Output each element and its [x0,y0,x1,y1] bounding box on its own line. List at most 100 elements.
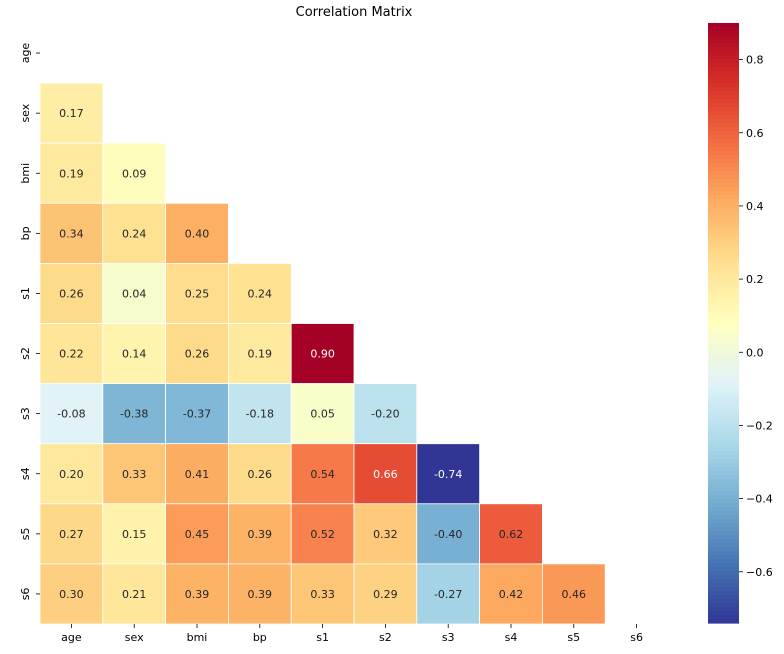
colorbar-segment [708,535,739,540]
heatmap-cell-s3-bmi [165,383,229,445]
colorbar-segment [708,195,739,200]
colorbar-tick-label: −0.4 [746,493,773,506]
cell-value-label: 0.52 [310,528,335,541]
colorbar-segment [708,199,739,204]
colorbar-segment [708,211,739,216]
colorbar-segment [708,99,739,104]
colorbar-segment [708,471,739,476]
colorbar-segment [708,171,739,176]
colorbar-segment [708,287,739,292]
cell-value-label: 0.66 [373,468,398,481]
y-tick-label: bp [19,226,32,240]
cell-value-label: 0.42 [499,588,524,601]
y-tick-label: age [19,43,32,64]
cell-value-label: 0.17 [59,107,84,120]
heatmap-cell-bmi-sex [102,142,167,204]
colorbar-segment [708,399,739,404]
colorbar-segment [708,411,739,416]
colorbar-segment [708,111,739,116]
colorbar-segment [708,107,739,112]
colorbar-segment [708,355,739,360]
y-tick-label: s2 [19,347,32,360]
colorbar-segment [708,255,739,260]
colorbar-segment [708,495,739,500]
colorbar-segment [708,611,739,616]
colorbar-segment [708,507,739,512]
colorbar-segment [708,511,739,516]
cell-value-label: 0.54 [310,468,335,481]
heatmap-cell-s4-s3 [416,443,480,505]
colorbar-segment [708,499,739,504]
x-tick-label: s6 [630,631,643,644]
cell-value-label: -0.37 [183,408,211,421]
colorbar-segment [708,539,739,544]
colorbar-segment [708,315,739,320]
colorbar-segment [708,123,739,128]
colorbar-segment [708,147,739,152]
colorbar-segment [708,247,739,252]
colorbar-segment [708,279,739,284]
colorbar-segment [708,319,739,324]
colorbar-segment [708,379,739,384]
x-tick-label: age [61,631,82,644]
colorbar-segment [708,27,739,32]
colorbar-segment [708,95,739,100]
cell-value-label: 0.15 [122,528,147,541]
colorbar-segment [708,115,739,120]
colorbar-segment [708,439,739,444]
colorbar-segment [708,43,739,48]
colorbar-segment [708,23,739,28]
colorbar-segment [708,427,739,432]
colorbar-segment [708,299,739,304]
colorbar-segment [708,103,739,108]
heatmap-cell-s3-s2 [353,383,418,445]
cell-value-label: 0.27 [59,528,84,541]
colorbar-segment [708,87,739,92]
colorbar-segment [708,575,739,580]
cell-value-label: 0.46 [562,588,587,601]
colorbar-segment [708,235,739,240]
colorbar-segment [708,491,739,496]
colorbar-segment [708,583,739,588]
heatmap-cell-bp-age [39,202,104,264]
x-tick-label: s5 [567,631,580,644]
colorbar-segment [708,515,739,520]
colorbar-segment [708,131,739,136]
cell-value-label: -0.74 [434,468,462,481]
cell-value-label: -0.27 [434,588,462,601]
colorbar-segment [708,183,739,188]
colorbar-segment [708,331,739,336]
colorbar-segment [708,463,739,468]
colorbar-segment [708,139,739,144]
heatmap-cell-sex-age [39,82,104,144]
colorbar-segment [708,443,739,448]
colorbar: 0.8 0.6 0.4 0.2 0.0 −0.2 −0.4 −0.6 [708,23,773,624]
cell-value-label: 0.29 [373,588,398,601]
cell-value-label: 0.24 [122,227,147,240]
colorbar-segment [708,243,739,248]
heatmap-cell-s6-s2 [353,563,418,625]
heatmap-cell-s2-bp [227,323,292,384]
colorbar-segment [708,343,739,348]
colorbar-segment [708,603,739,608]
colorbar-segment [708,155,739,160]
y-axis: age sex bmi bp s1 s2 s3 s4 s5 s6 [19,43,40,600]
colorbar-segment [708,351,739,356]
colorbar-tick-label: −0.2 [746,419,773,432]
colorbar-segment [708,359,739,364]
heatmap-cell-s6-s3 [416,563,480,625]
colorbar-segment [708,483,739,488]
colorbar-segment [708,47,739,52]
cell-value-label: 0.19 [59,167,84,180]
cell-value-label: -0.18 [246,408,274,421]
colorbar-segment [708,519,739,524]
colorbar-segment [708,167,739,172]
x-tick-label: sex [125,631,144,644]
heatmap-cell-s1-sex [102,262,167,324]
colorbar-segment [708,135,739,140]
colorbar-segment [708,527,739,532]
colorbar-segment [708,447,739,452]
colorbar-tick-label: 0.8 [746,54,764,67]
colorbar-segment [708,39,739,44]
cell-value-label: 0.26 [185,348,210,361]
